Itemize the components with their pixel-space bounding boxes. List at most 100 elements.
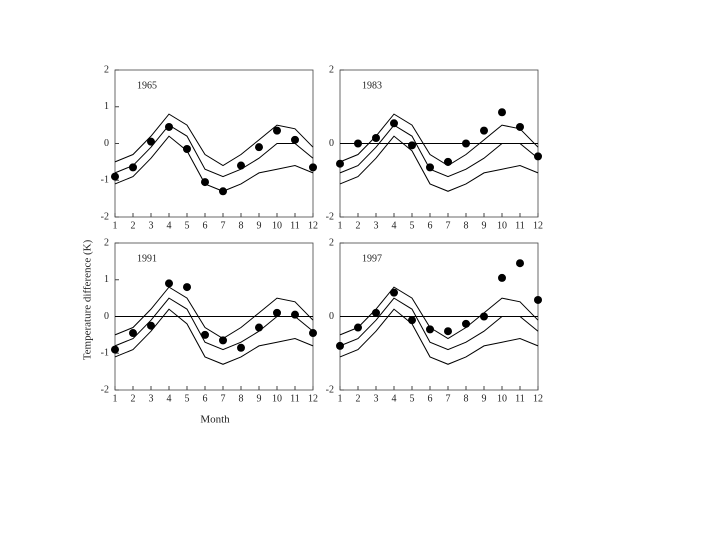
x-tick-label: 3: [374, 220, 379, 231]
data-dot: [336, 341, 344, 350]
x-tick-label: 8: [239, 220, 244, 231]
data-dot: [111, 345, 119, 354]
x-tick-label: 2: [131, 393, 136, 404]
data-dot: [129, 329, 137, 338]
x-tick-label: 5: [410, 220, 415, 231]
data-dot: [516, 259, 524, 268]
data-dot: [291, 310, 299, 319]
x-tick-label: 8: [464, 220, 469, 231]
curve: [339, 308, 539, 365]
data-dot: [309, 163, 317, 172]
data-dot: [255, 143, 263, 152]
x-tick-label: 6: [203, 393, 208, 404]
data-dot: [183, 145, 191, 154]
data-dot: [336, 159, 344, 168]
x-tick-label: 1: [113, 393, 118, 404]
data-dot: [354, 323, 362, 332]
data-dot: [165, 279, 173, 288]
x-tick-label: 1: [113, 220, 118, 231]
x-tick-label: 12: [533, 393, 543, 404]
panel-title: 1997: [362, 253, 382, 264]
y-axis-label: Temperature difference (K): [82, 239, 94, 360]
curve: [114, 113, 314, 167]
y-tick-label: 1: [104, 101, 109, 112]
x-tick-label: 7: [446, 393, 451, 404]
data-dot: [534, 295, 542, 304]
data-dot: [408, 141, 416, 150]
x-tick-label: 2: [356, 220, 361, 231]
curve: [339, 124, 539, 178]
curve: [114, 135, 314, 192]
data-dot: [462, 319, 470, 328]
data-dot: [291, 135, 299, 144]
x-tick-label: 7: [446, 220, 451, 231]
x-tick-label: 6: [428, 220, 433, 231]
curve: [339, 135, 539, 192]
data-dot: [480, 312, 488, 321]
data-dot: [498, 273, 506, 282]
x-axis-label: Month: [200, 414, 230, 426]
y-tick-label: -1: [101, 348, 109, 359]
curve: [114, 286, 314, 340]
data-dot: [534, 152, 542, 161]
x-tick-label: 10: [497, 393, 507, 404]
data-dot: [426, 163, 434, 172]
data-dot: [372, 308, 380, 317]
data-dot: [165, 122, 173, 131]
data-dot: [183, 283, 191, 292]
y-tick-label: 2: [329, 237, 334, 248]
x-tick-label: 3: [374, 393, 379, 404]
x-tick-label: 5: [185, 220, 190, 231]
curve: [114, 124, 314, 178]
data-dot: [444, 157, 452, 166]
curve: [339, 113, 539, 167]
data-dot: [372, 133, 380, 142]
data-dot: [390, 119, 398, 128]
data-dot: [516, 122, 524, 131]
x-tick-label: 10: [272, 393, 282, 404]
x-tick-label: 11: [515, 220, 525, 231]
x-tick-label: 3: [149, 220, 154, 231]
x-tick-label: 1: [338, 220, 343, 231]
y-tick-label: 0: [104, 138, 109, 149]
x-tick-label: 7: [221, 220, 226, 231]
y-tick-label: -2: [326, 384, 334, 395]
x-tick-label: 8: [239, 393, 244, 404]
x-tick-label: 2: [356, 393, 361, 404]
data-dot: [201, 178, 209, 187]
panel-title: 1983: [362, 80, 382, 91]
data-dot: [111, 172, 119, 181]
x-tick-label: 4: [167, 220, 172, 231]
x-tick-label: 9: [257, 393, 262, 404]
y-tick-label: 1: [104, 274, 109, 285]
curve: [114, 308, 314, 365]
x-tick-label: 5: [185, 393, 190, 404]
x-tick-label: 11: [290, 393, 300, 404]
data-dot: [147, 137, 155, 146]
data-dot: [309, 329, 317, 338]
panel-title: 1991: [137, 253, 157, 264]
y-tick-label: -2: [101, 384, 109, 395]
data-dot: [219, 336, 227, 345]
x-tick-label: 4: [392, 220, 397, 231]
x-tick-label: 6: [203, 220, 208, 231]
data-dot: [273, 308, 281, 317]
data-dot: [354, 139, 362, 148]
data-dot: [273, 126, 281, 135]
panel-title: 1965: [137, 80, 157, 91]
curve: [339, 297, 539, 351]
y-tick-label: 0: [104, 311, 109, 322]
data-dot: [219, 187, 227, 196]
x-tick-label: 1: [338, 393, 343, 404]
y-tick-label: -1: [101, 175, 109, 186]
curve: [339, 286, 539, 340]
y-tick-label: 2: [104, 237, 109, 248]
x-tick-label: 9: [482, 220, 487, 231]
data-dot: [147, 321, 155, 330]
curve: [114, 297, 314, 351]
x-tick-label: 11: [515, 393, 525, 404]
x-tick-label: 4: [167, 393, 172, 404]
x-tick-label: 6: [428, 393, 433, 404]
